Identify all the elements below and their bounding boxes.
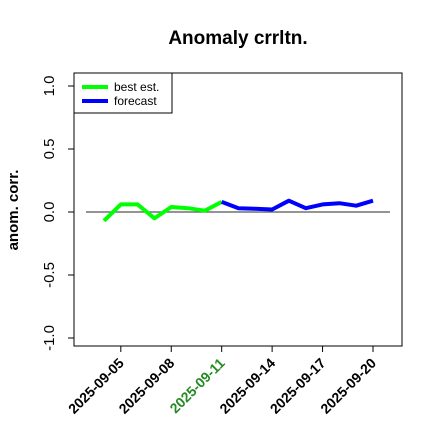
series-line-forecast — [220, 198, 374, 212]
chart-title: Anomaly crrltn. — [168, 28, 307, 49]
y-tick-label: 0.0 — [41, 202, 58, 223]
y-tick-label: -1.0 — [41, 325, 58, 351]
series-line-best-est — [102, 200, 223, 223]
x-axis: 2025-09-052025-09-082025-09-112025-09-14… — [65, 346, 379, 417]
series-lines — [102, 198, 374, 223]
plot-area-frame — [73, 72, 403, 347]
legend-label: best est. — [114, 80, 159, 94]
legend: best est.forecast — [73, 72, 173, 114]
y-tick-label: 1.0 — [41, 76, 58, 97]
y-axis-label: anom. corr. — [5, 170, 22, 251]
y-axis: -1.0 -0.5 0.0 0.5 1.0 — [41, 76, 74, 351]
legend-box — [73, 72, 173, 114]
y-tick-label: -0.5 — [41, 262, 58, 288]
y-tick-label: 0.5 — [41, 139, 58, 160]
legend-label: forecast — [114, 94, 157, 108]
